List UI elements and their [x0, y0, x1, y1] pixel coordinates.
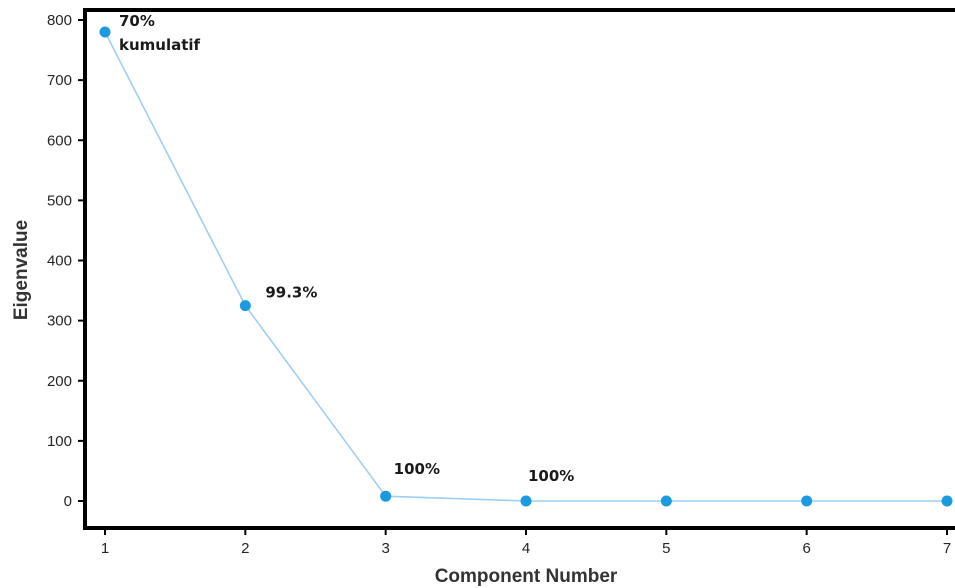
series-point — [941, 495, 953, 507]
x-tick-label: 2 — [241, 540, 249, 557]
annotation-line: 100% — [394, 460, 440, 478]
x-axis-title: Component Number — [435, 566, 618, 587]
y-axis-ticks: 0 100 200 300 400 500 600 700 800 — [47, 12, 85, 510]
y-tick-label: 500 — [47, 192, 72, 209]
series-points — [99, 26, 953, 507]
annotation-label: 100% — [394, 460, 440, 478]
annotation-label: 70% kumulatif — [119, 12, 201, 54]
y-tick-label: 0 — [64, 493, 72, 510]
y-tick-label: 400 — [47, 253, 72, 270]
y-axis-title: Eigenvalue — [11, 220, 32, 320]
annotation-label: 100% — [528, 467, 574, 485]
series-point — [660, 495, 672, 507]
annotation-line: 100% — [528, 467, 574, 485]
annotation-line: kumulatif — [119, 36, 201, 54]
y-tick-label: 700 — [47, 72, 72, 89]
series-line-layer — [104, 31, 947, 502]
series-point — [801, 495, 813, 507]
series-point — [99, 26, 111, 38]
series-point — [239, 300, 251, 312]
x-tick-label: 3 — [381, 540, 389, 557]
annotation-line: 99.3% — [265, 284, 317, 302]
y-tick-label: 800 — [47, 12, 72, 29]
x-tick-label: 1 — [101, 540, 109, 557]
series-point — [520, 495, 532, 507]
y-tick-label: 300 — [47, 313, 72, 330]
annotations: 70% kumulatif 99.3% 100% 100% — [119, 12, 574, 485]
series-line — [104, 31, 947, 502]
series-point — [380, 490, 392, 502]
y-tick-label: 600 — [47, 132, 72, 149]
x-tick-label: 5 — [662, 540, 670, 557]
annotation-line: 70% — [119, 12, 155, 30]
x-tick-label: 7 — [943, 540, 951, 557]
y-tick-label: 100 — [47, 433, 72, 450]
plot-frame — [83, 8, 955, 530]
x-tick-label: 4 — [522, 540, 530, 557]
x-tick-label: 6 — [802, 540, 810, 557]
y-tick-label: 200 — [47, 373, 72, 390]
annotation-label: 99.3% — [265, 284, 317, 302]
x-axis-ticks: 1 2 3 4 5 6 7 — [101, 528, 951, 557]
